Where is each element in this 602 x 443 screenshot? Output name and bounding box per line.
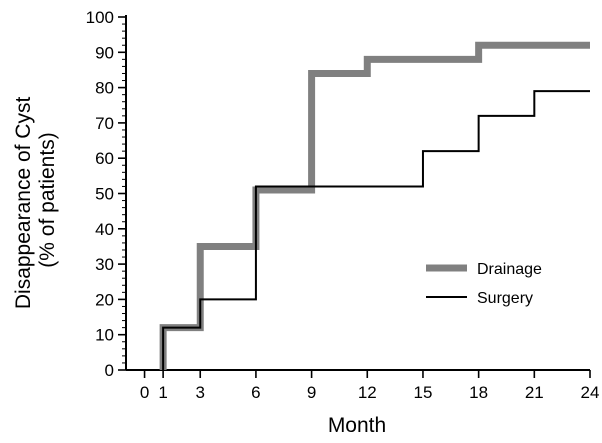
y-axis-title-line-2: (% of patients) bbox=[36, 132, 59, 267]
series-layer bbox=[159, 41, 590, 370]
x-tick-label: 24 bbox=[581, 383, 600, 402]
x-tick-label: 0 bbox=[140, 383, 149, 402]
y-tick-label: 60 bbox=[95, 149, 114, 168]
y-axis-title-line-1: Disappearance of Cyst bbox=[12, 97, 35, 310]
x-tick-label: 9 bbox=[307, 383, 316, 402]
y-tick-label: 40 bbox=[95, 220, 114, 239]
y-tick-label: 30 bbox=[95, 255, 114, 274]
legend-label-drainage: Drainage bbox=[477, 261, 542, 278]
x-tick-label: 1 bbox=[158, 383, 167, 402]
x-tick-label: 18 bbox=[469, 383, 488, 402]
series-line-drainage bbox=[159, 41, 590, 370]
y-tick-label: 100 bbox=[86, 8, 114, 27]
series-line-surgery bbox=[162, 90, 590, 370]
y-tick-label: 90 bbox=[95, 43, 114, 62]
x-tick-label: 15 bbox=[413, 383, 432, 402]
y-tick-label: 50 bbox=[95, 185, 114, 204]
y-tick-label: 80 bbox=[95, 79, 114, 98]
x-tick-label: 12 bbox=[358, 383, 377, 402]
x-tick-label: 6 bbox=[251, 383, 260, 402]
x-tick-label: 3 bbox=[196, 383, 205, 402]
x-tick-label: 21 bbox=[525, 383, 544, 402]
y-tick-label: 10 bbox=[95, 326, 114, 345]
x-axis-title: Month bbox=[328, 414, 386, 437]
y-tick-label: 0 bbox=[105, 361, 114, 380]
legend: Drainage Surgery bbox=[426, 261, 542, 307]
legend-label-surgery: Surgery bbox=[477, 290, 533, 307]
y-tick-label: 20 bbox=[95, 290, 114, 309]
y-axis-title: Disappearance of Cyst (% of patients) bbox=[12, 91, 59, 309]
y-tick-label: 70 bbox=[95, 114, 114, 133]
